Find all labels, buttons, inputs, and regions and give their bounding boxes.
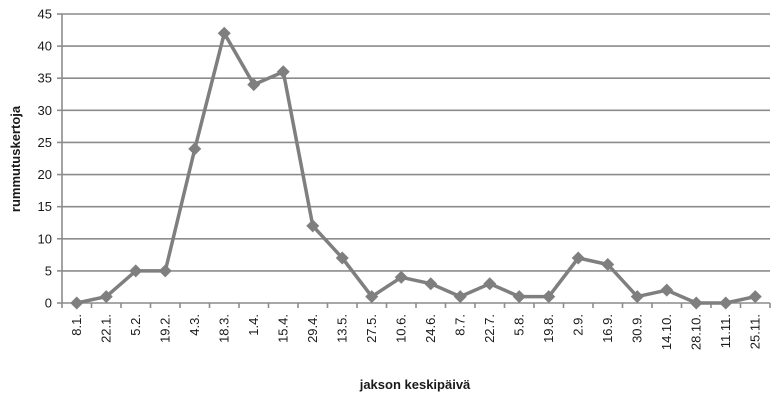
y-tick-label: 25 [38, 135, 52, 150]
x-tick-label: 30.9. [629, 314, 644, 343]
data-point [424, 277, 438, 291]
x-tick-label: 8.1. [69, 314, 84, 336]
x-tick-labels: 8.1. 22.1. 5.2. 19.2. 4.3. 18.3. 1.4. 15.4. 29.4… [69, 314, 763, 350]
x-tick-label: 14.10. [659, 314, 674, 350]
data-point [719, 296, 733, 310]
x-tick-label: 5.2. [128, 314, 143, 336]
x-tick-label: 4.3. [187, 314, 202, 336]
x-tick-label: 1.4. [246, 314, 261, 336]
data-point [660, 283, 674, 297]
x-tick-label: 22.7. [482, 314, 497, 343]
data-point [188, 142, 202, 156]
data-point [748, 290, 762, 304]
data-point [483, 277, 497, 291]
data-point [601, 257, 615, 271]
data-point [542, 290, 556, 304]
gridlines [57, 13, 771, 308]
y-tick-label: 0 [45, 296, 52, 311]
x-tick-label: 10.6. [393, 314, 408, 343]
data-point [99, 290, 113, 304]
y-tick-label: 10 [38, 231, 52, 246]
x-tick-label: 19.2. [157, 314, 172, 343]
x-tick-label: 5.8. [511, 314, 526, 336]
data-point [365, 290, 379, 304]
x-tick-label: 22.1. [98, 314, 113, 343]
y-tick-label: 45 [38, 7, 52, 22]
data-point [276, 65, 290, 79]
data-point [247, 78, 261, 92]
x-tick-label: 13.5. [334, 314, 349, 343]
x-tick-label: 16.9. [600, 314, 615, 343]
data-point [129, 264, 143, 278]
data-point [453, 290, 467, 304]
x-tick-label: 2.9. [570, 314, 585, 336]
data-point [335, 251, 349, 265]
y-tick-label: 30 [38, 103, 52, 118]
x-axis-label: jakson keskipäivä [359, 377, 471, 392]
x-tick-label: 25.11. [747, 314, 762, 349]
x-tick-label: 18.3. [216, 314, 231, 343]
x-tick-label: 8.7. [452, 314, 467, 336]
x-tick-label: 27.5. [364, 314, 379, 343]
data-point [158, 264, 172, 278]
data-point [394, 270, 408, 284]
y-axis-label: rummutuskertoja [8, 105, 23, 212]
x-tick-label: 29.4. [305, 314, 320, 343]
x-tick-label: 24.6. [423, 314, 438, 343]
y-tick-label: 15 [38, 199, 52, 214]
y-tick-label: 40 [38, 39, 52, 54]
x-tick-label: 11.11. [718, 314, 733, 348]
data-point [217, 26, 231, 40]
y-tick-label: 20 [38, 167, 52, 182]
series-line [76, 31, 756, 305]
data-point [630, 290, 644, 304]
x-tick-label: 19.8. [541, 314, 556, 343]
data-point [689, 296, 703, 310]
x-tick-label: 15.4. [275, 314, 290, 343]
x-tick-label: 28.10. [688, 314, 703, 350]
series [70, 26, 762, 310]
data-point [571, 251, 585, 265]
y-tick-label: 5 [45, 263, 52, 278]
data-point [306, 219, 320, 233]
data-point [70, 296, 84, 310]
y-tick-label: 35 [38, 71, 52, 86]
data-point [512, 290, 526, 304]
y-tick-labels: 0 5 10 15 20 25 30 35 40 45 [38, 7, 52, 311]
